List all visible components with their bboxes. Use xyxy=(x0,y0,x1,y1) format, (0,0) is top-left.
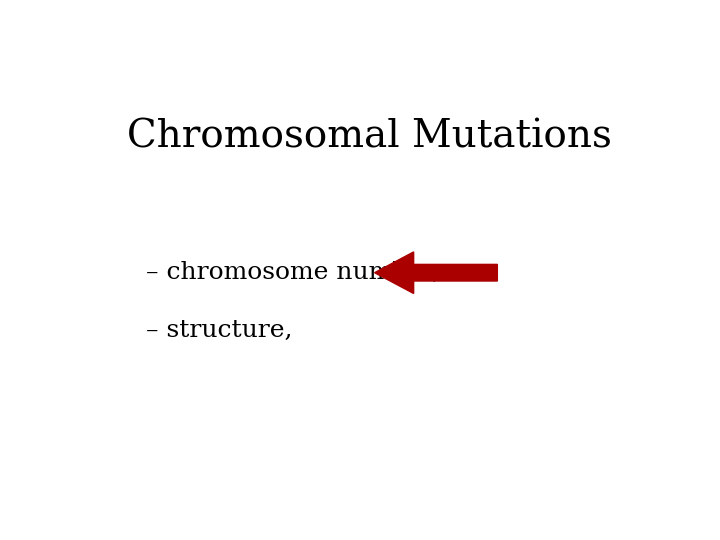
Text: – structure,: – structure, xyxy=(145,320,292,342)
FancyArrow shape xyxy=(374,252,498,294)
Text: – chromosome number,: – chromosome number, xyxy=(145,261,440,284)
Text: Chromosomal Mutations: Chromosomal Mutations xyxy=(127,119,611,156)
